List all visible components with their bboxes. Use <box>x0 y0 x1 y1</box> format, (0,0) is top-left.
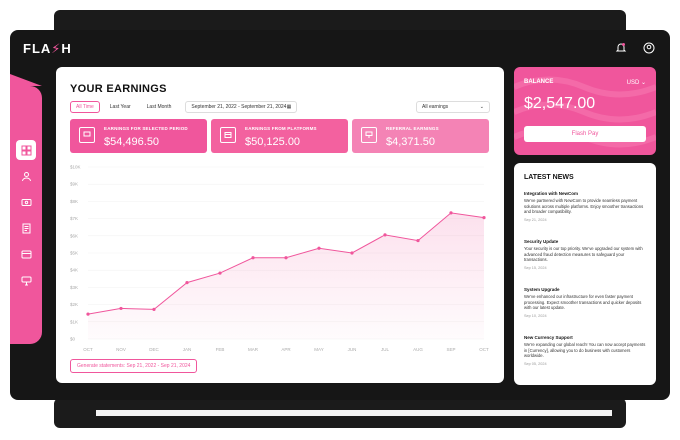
news-item[interactable]: New Currency Support We're expanding our… <box>524 335 646 367</box>
card-icon <box>21 250 31 258</box>
news-item[interactable]: Security Update Your security is our top… <box>524 239 643 271</box>
data-point[interactable] <box>317 246 321 250</box>
card-value: $4,371.50 <box>386 136 435 148</box>
users-icon <box>21 171 31 181</box>
data-point[interactable] <box>86 312 90 316</box>
y-tick-label: $10K <box>70 165 81 170</box>
data-point[interactable] <box>350 251 354 255</box>
earnings-panel: YOUR EARNINGS All Time Last Year Last Mo… <box>56 67 504 383</box>
filter-all-time[interactable]: All Time <box>70 101 100 113</box>
app-window: FLA⚡H <box>10 30 670 400</box>
card-referral[interactable]: REFERRAL EARNINGS $4,371.50 <box>352 119 489 153</box>
user-icon[interactable] <box>642 41 656 55</box>
x-tick-label: JUN <box>348 347 357 352</box>
earnings-type-value: All earnings <box>422 104 449 110</box>
data-point[interactable] <box>152 307 156 311</box>
data-point[interactable] <box>218 271 222 275</box>
support-icon <box>21 276 31 285</box>
y-tick-label: $3K <box>70 285 78 290</box>
y-tick-label: $0 <box>70 337 76 342</box>
data-point[interactable] <box>251 256 255 260</box>
x-tick-label: MAY <box>314 347 323 352</box>
referral-icon <box>361 127 377 143</box>
sidebar-item-documents[interactable] <box>16 218 36 238</box>
card-value: $54,496.50 <box>104 136 160 148</box>
sidebar-item-dashboard[interactable] <box>16 140 36 160</box>
data-point[interactable] <box>416 238 420 243</box>
earnings-chart: $0 $1K $2K $3K $4K $5K $6K $7K $8K $9K $10K OCT NOV D… <box>70 165 489 353</box>
news-item[interactable]: System Upgrade We've enhanced our infras… <box>524 287 642 319</box>
x-tick-label: APR <box>281 347 291 352</box>
card-platforms[interactable]: EARNINGS FROM PLATFORMS $50,125.00 <box>211 119 348 153</box>
y-tick-label: $9K <box>70 182 78 187</box>
platform-icon <box>220 127 236 143</box>
balance-label: BALANCE <box>524 79 554 85</box>
card-label: REFERRAL EARNINGS <box>386 126 439 131</box>
sidebar-item-cards[interactable] <box>16 244 36 264</box>
generate-statements-button[interactable]: Generate statements: Sep 21, 2022 - Sep … <box>70 359 198 373</box>
bell-icon[interactable] <box>614 41 628 55</box>
data-point[interactable] <box>185 281 189 285</box>
x-tick-label: JAN <box>183 347 192 352</box>
card-label: EARNINGS FROM PLATFORMS <box>245 126 317 131</box>
y-tick-label: $1K <box>70 319 78 324</box>
news-panel: LATEST NEWS Integration with NewCom We'v… <box>514 163 656 385</box>
news-item[interactable]: Integration with NewCom We've partnered … <box>524 191 644 223</box>
balance-card: BALANCE USD ⌄ $2,547.00 Flash Pay <box>514 67 656 155</box>
document-icon <box>22 223 30 233</box>
x-tick-label: OCT <box>479 347 489 352</box>
y-tick-label: $2K <box>70 302 78 307</box>
data-point[interactable] <box>284 256 288 260</box>
sidebar-item-support[interactable] <box>16 270 36 290</box>
filter-last-year[interactable]: Last Year <box>109 104 131 110</box>
x-tick-label: FEB <box>216 347 225 352</box>
calendar-icon: ▦ <box>286 104 292 110</box>
period-filters: All Time Last Year Last Month September … <box>70 101 298 113</box>
card-value: $50,125.00 <box>245 136 301 148</box>
card-selected-period[interactable]: EARNINGS FOR SELECTED PERIOD $54,496.50 <box>70 119 207 153</box>
date-range-picker[interactable]: September 21, 2022 - September 21, 2024 … <box>185 101 298 113</box>
x-tick-label: AUG <box>413 347 423 352</box>
date-range-text: September 21, 2022 - September 21, 2024 <box>191 104 287 110</box>
data-point[interactable] <box>383 233 387 237</box>
monitor-icon <box>79 127 95 143</box>
y-tick-label: $6K <box>70 233 78 238</box>
earnings-title: YOUR EARNINGS <box>70 83 167 95</box>
data-point[interactable] <box>449 211 453 215</box>
balance-amount: $2,547.00 <box>524 95 596 112</box>
x-tick-label: SEP <box>446 347 455 352</box>
dashboard-icon <box>21 145 31 155</box>
sidebar-item-wallet[interactable] <box>16 192 36 212</box>
x-tick-label: MAR <box>248 347 259 352</box>
card-label: EARNINGS FOR SELECTED PERIOD <box>104 126 188 131</box>
bolt-icon: ⚡ <box>51 41 62 56</box>
wallet-icon <box>21 198 31 206</box>
y-tick-label: $4K <box>70 268 78 273</box>
sidebar <box>10 86 42 344</box>
news-title: LATEST NEWS <box>524 174 574 181</box>
summary-cards: EARNINGS FOR SELECTED PERIOD $54,496.50 … <box>70 119 489 153</box>
y-tick-label: $8K <box>70 199 78 204</box>
data-point[interactable] <box>119 306 123 311</box>
filter-last-month[interactable]: Last Month <box>146 104 172 110</box>
x-tick-label: OCT <box>83 347 93 352</box>
app-logo[interactable]: FLA⚡H <box>23 41 72 56</box>
x-tick-label: NOV <box>116 347 126 352</box>
x-tick-label: DEC <box>149 347 159 352</box>
top-icons <box>614 41 656 55</box>
x-tick-label: JUL <box>381 347 389 352</box>
area-fill <box>88 212 484 339</box>
flash-pay-button[interactable]: Flash Pay <box>524 126 646 142</box>
background-window-strip <box>96 410 612 416</box>
sidebar-item-users[interactable] <box>16 166 36 186</box>
y-tick-label: $7K <box>70 216 78 221</box>
chevron-down-icon: ⌄ <box>479 104 484 110</box>
data-point[interactable] <box>482 216 486 220</box>
currency-select[interactable]: USD ⌄ <box>626 80 646 86</box>
y-tick-label: $5K <box>70 251 78 256</box>
earnings-type-select[interactable]: All earnings ⌄ <box>416 101 490 113</box>
